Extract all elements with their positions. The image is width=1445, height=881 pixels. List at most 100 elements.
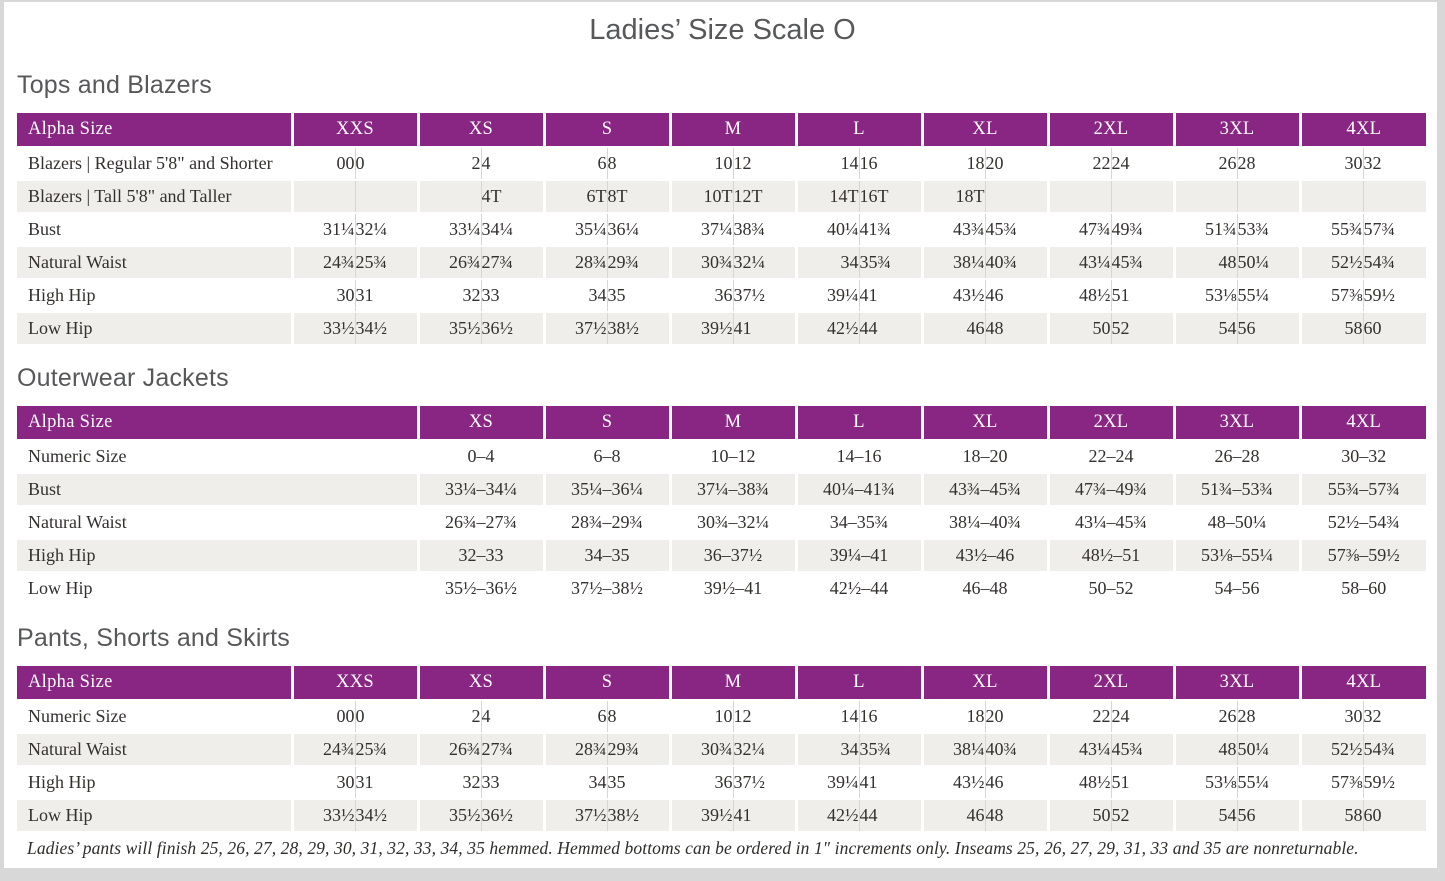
row-label: Bust xyxy=(17,472,418,506)
row-label: Natural Waist xyxy=(17,245,292,279)
size-value: 37½–38½ xyxy=(542,571,670,604)
size-value: 20 xyxy=(984,699,1049,733)
header-row: Alpha Size XXS XS S M L XL 2XL 3XL 4XL xyxy=(17,666,1427,700)
size-value: 49¾ xyxy=(1110,212,1175,246)
size-value: 0 xyxy=(354,146,419,180)
table-section-2: Pants, Shorts and Skirts Alpha Size XXS XS S… xyxy=(17,624,1428,831)
table-row: High Hip 32–33 34–35 36–37½ 39¼–41 43½–46 48½–… xyxy=(17,538,1426,572)
size-value: 28¾–29¾ xyxy=(542,505,670,539)
size-value xyxy=(1236,179,1301,213)
size-value: 36½ xyxy=(480,798,545,831)
size-value: 34 xyxy=(542,278,608,312)
size-value: 14 xyxy=(794,699,860,733)
size-value: 14 xyxy=(794,146,860,180)
size-column-header: S xyxy=(542,113,671,147)
section-heading: Pants, Shorts and Skirts xyxy=(17,624,290,652)
size-value: 53⅛–55¼ xyxy=(1172,538,1300,572)
size-value: 34–35 xyxy=(542,538,670,572)
size-value: 52 xyxy=(1110,798,1175,831)
size-value: 24¾ xyxy=(290,245,355,279)
size-value: 34½ xyxy=(354,311,419,344)
size-value xyxy=(1362,179,1427,213)
size-value: 51 xyxy=(1110,278,1175,312)
size-value: 40¼–41¾ xyxy=(794,472,922,506)
size-value: 43¼–45¾ xyxy=(1046,505,1174,539)
table-row: High Hip 30 31 32 33 34 35 36 37½ 39¼ 41 43½ 46 48½ 51… xyxy=(17,278,1427,312)
size-value: 6 xyxy=(542,699,608,733)
size-value: 39¼ xyxy=(794,278,860,312)
size-value: 8 xyxy=(606,146,671,180)
size-value: 30 xyxy=(290,278,355,312)
size-value: 43¾–45¾ xyxy=(920,472,1048,506)
table-body: Blazers | Regular 5'8" and Shorter 00 0 2 4 6… xyxy=(17,146,1427,344)
size-value: 48 xyxy=(1172,732,1238,766)
table-row: Low Hip 33½ 34½ 35½ 36½ 37½ 38½ 39½ 41 42½ 44 46 48 5… xyxy=(17,311,1427,344)
size-value: 18 xyxy=(920,699,986,733)
table-row: Blazers | Tall 5'8" and Taller 4T 6T 8T 10T 1… xyxy=(17,179,1427,213)
table-section-0: Tops and Blazers Alpha Size XXS XS S M L XL 2XL 3… xyxy=(17,71,1428,344)
size-value: 50–52 xyxy=(1046,571,1174,604)
size-value xyxy=(1110,179,1175,213)
size-value: 22 xyxy=(1046,699,1112,733)
size-value: 27¾ xyxy=(480,245,545,279)
size-value: 38½ xyxy=(606,798,671,831)
size-column-header: L xyxy=(794,666,923,700)
size-value: 42½–44 xyxy=(794,571,922,604)
row-label: Blazers | Regular 5'8" and Shorter xyxy=(17,146,292,180)
size-value xyxy=(984,179,1049,213)
size-value: 40¾ xyxy=(984,732,1049,766)
row-label: Low Hip xyxy=(17,798,292,831)
size-value: 35¼ xyxy=(542,212,608,246)
size-value: 59½ xyxy=(1362,765,1427,799)
size-value: 35 xyxy=(606,765,671,799)
size-value: 55¼ xyxy=(1236,278,1301,312)
size-value: 26–28 xyxy=(1172,439,1300,473)
table-row: Low Hip 35½–36½ 37½–38½ 39½–41 42½–44 46–48 50… xyxy=(17,571,1426,604)
size-value: 54–56 xyxy=(1172,571,1300,604)
table-head: Alpha Size XXS XS S M L XL 2XL 3XL 4XL xyxy=(17,666,1427,700)
size-value: 28 xyxy=(1236,146,1301,180)
size-value: 58 xyxy=(1298,798,1364,831)
size-value: 34–35¾ xyxy=(794,505,922,539)
size-value: 31¼ xyxy=(290,212,355,246)
size-table: Alpha Size XXS XS S M L XL 2XL 3XL 4XL Numeric Siz… xyxy=(17,666,1427,831)
size-value: 16T xyxy=(858,179,923,213)
size-value: 27¾ xyxy=(480,732,545,766)
size-value: 38¼–40¾ xyxy=(920,505,1048,539)
size-column-header: 3XL xyxy=(1172,406,1300,440)
size-value: 10–12 xyxy=(668,439,796,473)
size-value: 43¼ xyxy=(1046,245,1112,279)
size-value: 31 xyxy=(354,765,419,799)
alpha-size-header: Alpha Size xyxy=(17,666,292,700)
size-value: 35½ xyxy=(416,798,482,831)
size-value: 43½ xyxy=(920,765,986,799)
size-value: 29¾ xyxy=(606,245,671,279)
size-value: 35 xyxy=(606,278,671,312)
size-value: 56 xyxy=(1236,798,1301,831)
size-value: 37¼–38¾ xyxy=(668,472,796,506)
size-value: 51 xyxy=(1110,765,1175,799)
size-value: 34¼ xyxy=(480,212,545,246)
size-value xyxy=(1298,179,1364,213)
size-value: 36 xyxy=(668,765,734,799)
size-value: 30¾ xyxy=(668,245,734,279)
size-value: 24 xyxy=(1110,699,1175,733)
table-row: Blazers | Regular 5'8" and Shorter 00 0 2 4 6… xyxy=(17,146,1427,180)
size-value: 55¾ xyxy=(1298,212,1364,246)
size-value: 22–24 xyxy=(1046,439,1174,473)
size-value: 24¾ xyxy=(290,732,355,766)
size-value: 33 xyxy=(480,278,545,312)
table-row: Numeric Size 0–4 6–8 10–12 14–16 18–20 22–24 26… xyxy=(17,439,1426,473)
size-column-header: L xyxy=(794,406,922,440)
size-value: 46 xyxy=(920,311,986,344)
size-value: 51¾ xyxy=(1172,212,1238,246)
row-label: High Hip xyxy=(17,538,418,572)
size-value: 48½ xyxy=(1046,765,1112,799)
size-value: 33 xyxy=(480,765,545,799)
size-value: 36–37½ xyxy=(668,538,796,572)
size-value: 28¾ xyxy=(542,732,608,766)
size-value xyxy=(1046,179,1112,213)
size-value: 10 xyxy=(668,146,734,180)
size-column-header: 2XL xyxy=(1046,666,1175,700)
size-value: 32 xyxy=(1362,699,1427,733)
